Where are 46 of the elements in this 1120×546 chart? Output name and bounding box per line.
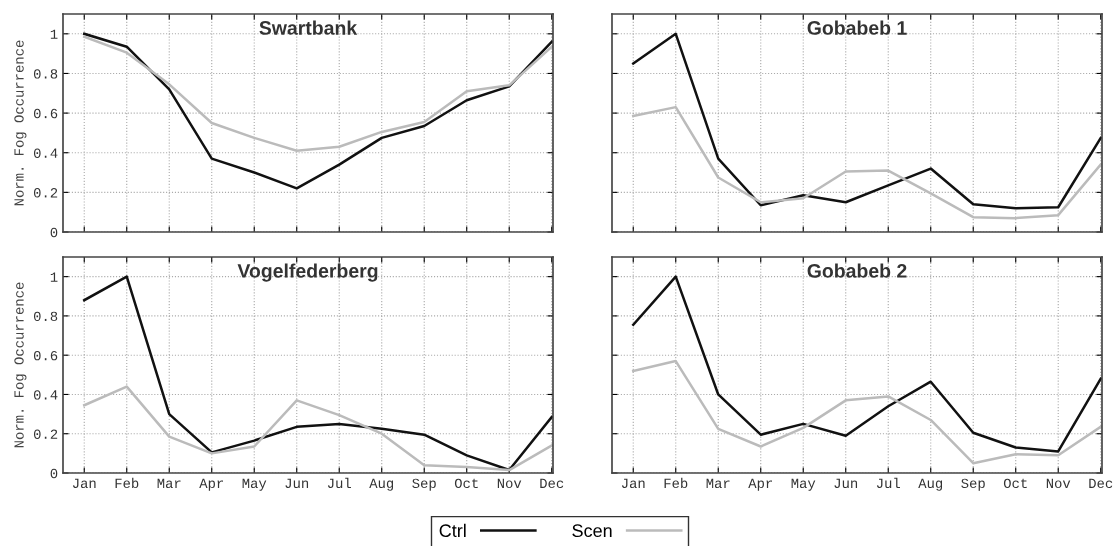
x-tick-label: Mar — [157, 478, 181, 489]
x-tick-label: Dec — [1089, 478, 1113, 489]
x-tick-label: Sep — [412, 478, 436, 491]
x-tick-label: Aug — [369, 478, 394, 491]
x-tick-label: Jul — [327, 477, 351, 489]
chart-title: Gobabeb 1 — [807, 20, 907, 35]
y-tick-label: 0.6 — [33, 108, 58, 119]
y-axis-title: Norm. Fog Occurrence — [14, 40, 27, 206]
x-tick-label: Dec — [540, 478, 564, 489]
x-tick-label: Feb — [115, 477, 139, 489]
y-tick-label: 0 — [50, 227, 58, 238]
y-tick-label: 0 — [50, 468, 58, 479]
x-tick-label: Mar — [706, 478, 730, 489]
y-tick-label: 1 — [50, 29, 58, 39]
x-tick-label: Jun — [285, 478, 309, 489]
x-tick-label: Aug — [918, 478, 943, 491]
legend-label: Scen — [572, 524, 612, 538]
y-tick-label: 0.6 — [33, 350, 58, 361]
line-series — [83, 385, 553, 472]
x-tick-label: Nov — [1046, 478, 1071, 489]
y-tick-label: 0.2 — [33, 188, 58, 198]
x-tick-label: Jun — [834, 478, 858, 489]
x-tick-label: Sep — [961, 478, 985, 491]
y-tick-label: 0.2 — [33, 429, 58, 439]
chart-title: Gobabeb 2 — [807, 263, 907, 278]
y-tick-label: 0.4 — [33, 148, 58, 158]
x-tick-label: May — [242, 478, 267, 491]
x-tick-label: Apr — [748, 478, 772, 491]
y-tick-label: 0.8 — [33, 69, 58, 79]
x-tick-label: Jul — [876, 477, 900, 489]
x-tick-label: Jan — [72, 478, 96, 489]
y-tick-label: 1 — [50, 272, 58, 282]
x-tick-label: Oct — [454, 478, 478, 489]
x-tick-label: Nov — [497, 478, 522, 489]
x-tick-label: Feb — [664, 477, 688, 489]
y-tick-label: 0.8 — [33, 311, 58, 322]
legend-label: Ctrl — [439, 523, 466, 538]
y-axis-title: Norm. Fog Occurrence — [14, 282, 27, 448]
x-tick-label: May — [791, 478, 816, 491]
x-tick-label: Jan — [621, 478, 645, 489]
x-tick-label: Oct — [1003, 478, 1027, 489]
y-tick-label: 0.4 — [33, 390, 58, 400]
chart-title: Vogelfederberg — [237, 263, 378, 282]
x-tick-label: Apr — [199, 478, 223, 491]
line-series — [83, 35, 553, 152]
chart-title: Swartbank — [259, 20, 358, 35]
